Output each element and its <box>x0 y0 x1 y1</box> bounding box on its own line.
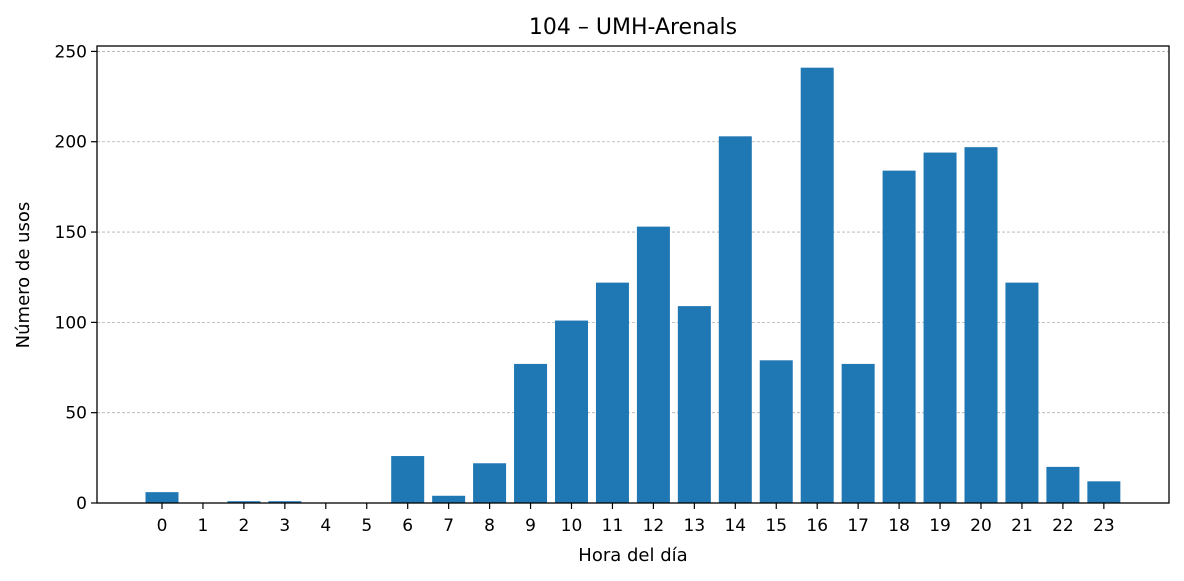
x-tick-label: 22 <box>1052 516 1074 536</box>
x-tick-label: 0 <box>157 516 168 536</box>
y-tick-label: 150 <box>55 223 87 243</box>
bar-2 <box>227 501 261 503</box>
y-tick-label: 50 <box>65 404 87 424</box>
x-tick-label: 14 <box>724 516 746 536</box>
bar-6 <box>391 456 425 503</box>
bar-13 <box>677 306 711 503</box>
chart-title: 104 – UMH-Arenals <box>529 15 737 40</box>
x-tick-label: 5 <box>361 516 372 536</box>
x-tick-label: 18 <box>888 516 910 536</box>
bar-3 <box>268 501 302 503</box>
x-tick-label: 8 <box>484 516 495 536</box>
x-tick-label: 3 <box>279 516 290 536</box>
plot-frame <box>96 45 1170 504</box>
x-tick-label: 10 <box>561 516 583 536</box>
bar-10 <box>555 320 588 503</box>
bar-11 <box>595 282 629 503</box>
x-tick-label: 16 <box>806 516 828 536</box>
y-axis-label: Número de usos <box>13 202 34 349</box>
x-tick-label: 11 <box>602 516 624 536</box>
bar-14 <box>718 136 752 503</box>
x-tick-label: 13 <box>684 516 706 536</box>
y-tick-label: 100 <box>55 313 87 333</box>
y-axis-ticks: 0 50 100 150 200 250 <box>55 42 97 514</box>
y-tick-label: 250 <box>55 42 87 62</box>
x-tick-label: 4 <box>320 516 331 536</box>
bar-21 <box>1005 282 1039 503</box>
bars <box>145 67 1121 504</box>
bar-20 <box>964 147 998 503</box>
x-axis-ticks: 0 1 2 3 4 5 6 7 8 9 10 11 12 13 14 15 16 17 18 19 20 21 22 23 <box>157 503 1115 536</box>
bar-16 <box>800 67 834 503</box>
x-tick-label: 6 <box>402 516 413 536</box>
x-tick-label: 21 <box>1011 516 1033 536</box>
bar-23 <box>1087 481 1121 503</box>
y-tick-label: 200 <box>55 133 87 153</box>
bar-9 <box>514 363 548 503</box>
bar-8 <box>473 463 507 503</box>
y-tick-label: 0 <box>76 494 87 514</box>
x-tick-label: 1 <box>198 516 209 536</box>
x-tick-label: 2 <box>238 516 249 536</box>
bar-17 <box>841 363 875 503</box>
bar-0 <box>145 492 179 503</box>
bar-18 <box>882 170 916 504</box>
x-tick-label: 7 <box>443 516 454 536</box>
bar-12 <box>636 226 670 503</box>
y-gridlines <box>97 51 1169 414</box>
bar-22 <box>1046 466 1080 503</box>
x-tick-label: 20 <box>970 516 992 536</box>
x-tick-label: 19 <box>929 516 951 536</box>
bar-19 <box>923 152 957 503</box>
x-tick-label: 9 <box>525 516 536 536</box>
x-axis-label: Hora del día <box>578 545 687 566</box>
x-tick-label: 15 <box>765 516 787 536</box>
x-tick-label: 23 <box>1093 516 1115 536</box>
bar-7 <box>432 495 466 503</box>
bar-15 <box>759 360 793 503</box>
x-tick-label: 17 <box>847 516 869 536</box>
x-tick-label: 12 <box>643 516 665 536</box>
